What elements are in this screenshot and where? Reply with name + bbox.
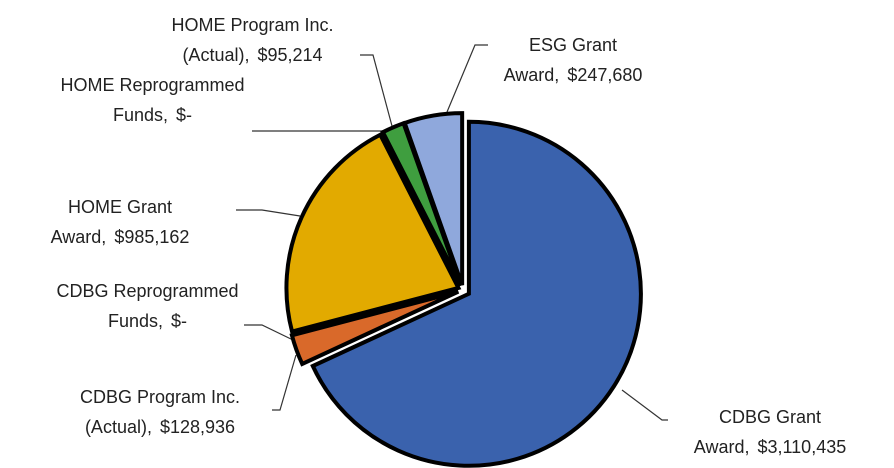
slice-name: CDBG Program Inc. (Actual), <box>79 387 241 437</box>
data-label: CDBG Program Inc. (Actual), $128,936 <box>40 382 280 442</box>
data-label: HOME Program Inc. (Actual), $95,214 <box>140 10 365 70</box>
slice-name: HOME Program Inc. (Actual), <box>171 15 334 65</box>
pie-slice <box>402 111 465 286</box>
slice-value: $95,214 <box>257 45 323 65</box>
slice-name: CDBG Grant Award, <box>693 407 822 457</box>
leader-line <box>446 44 488 113</box>
slice-name: HOME Reprogrammed Funds, <box>60 75 245 125</box>
pie-slice <box>310 119 643 468</box>
leader-line <box>621 389 668 421</box>
slice-name: CDBG Reprogrammed Funds, <box>56 281 239 331</box>
data-label: CDBG Reprogrammed Funds, $- <box>55 276 240 336</box>
data-label: CDBG Grant Award, $3,110,435 <box>670 402 870 462</box>
slice-value: $128,936 <box>159 417 236 437</box>
leader-line <box>360 54 393 127</box>
slice-value: $- <box>176 105 193 125</box>
leader-line <box>272 354 297 411</box>
slice-name: HOME Grant Award, <box>50 197 173 247</box>
slice-value: $3,110,435 <box>757 437 847 457</box>
pie-slice <box>284 132 462 334</box>
slice-value: $- <box>171 311 188 331</box>
pie-slice <box>291 289 459 337</box>
data-label: HOME Grant Award, $985,162 <box>0 192 240 252</box>
data-label: HOME Reprogrammed Funds, $- <box>55 70 250 130</box>
leader-line <box>244 324 294 341</box>
leader-line <box>236 209 301 217</box>
slice-value: $247,680 <box>567 65 643 85</box>
data-label: ESG Grant Award, $247,680 <box>478 30 668 90</box>
slice-value: $985,162 <box>114 227 190 247</box>
slice-name: ESG Grant Award, <box>503 35 618 85</box>
